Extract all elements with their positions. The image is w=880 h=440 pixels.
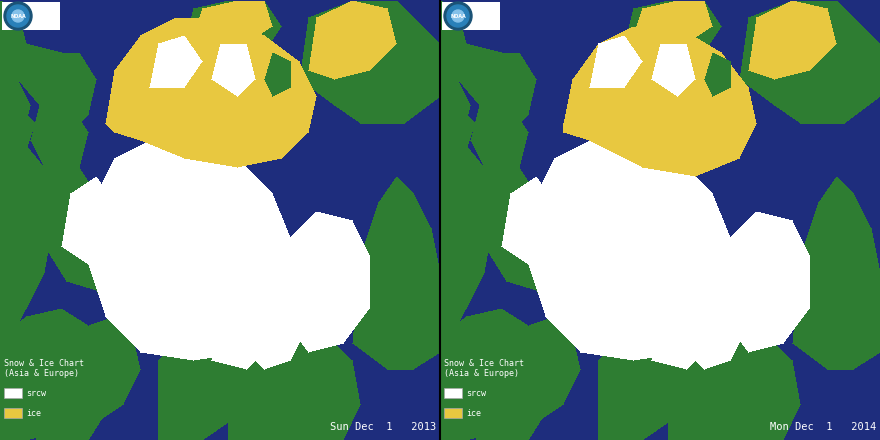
Text: NOAA: NOAA [451,14,466,18]
Circle shape [447,5,469,27]
Text: srcw: srcw [26,389,46,397]
Text: srcw: srcw [466,389,486,397]
Circle shape [12,10,24,22]
Text: ice: ice [26,408,41,418]
Bar [2,2,60,30]
Circle shape [4,2,32,30]
Circle shape [452,10,464,22]
Text: ice: ice [466,408,481,418]
Text: (Asia & Europe): (Asia & Europe) [444,369,519,378]
Bar [444,388,462,398]
Bar [4,388,22,398]
Bar [4,408,22,418]
Text: Sun Dec  1   2013: Sun Dec 1 2013 [330,422,436,432]
Circle shape [7,5,29,27]
Text: Snow & Ice Chart: Snow & Ice Chart [4,359,84,368]
Circle shape [444,2,472,30]
Text: Mon Dec  1   2014: Mon Dec 1 2014 [770,422,876,432]
Text: (Asia & Europe): (Asia & Europe) [4,369,79,378]
Bar [444,408,462,418]
Text: Snow & Ice Chart: Snow & Ice Chart [444,359,524,368]
Bar [442,2,500,30]
Text: NOAA: NOAA [11,14,26,18]
